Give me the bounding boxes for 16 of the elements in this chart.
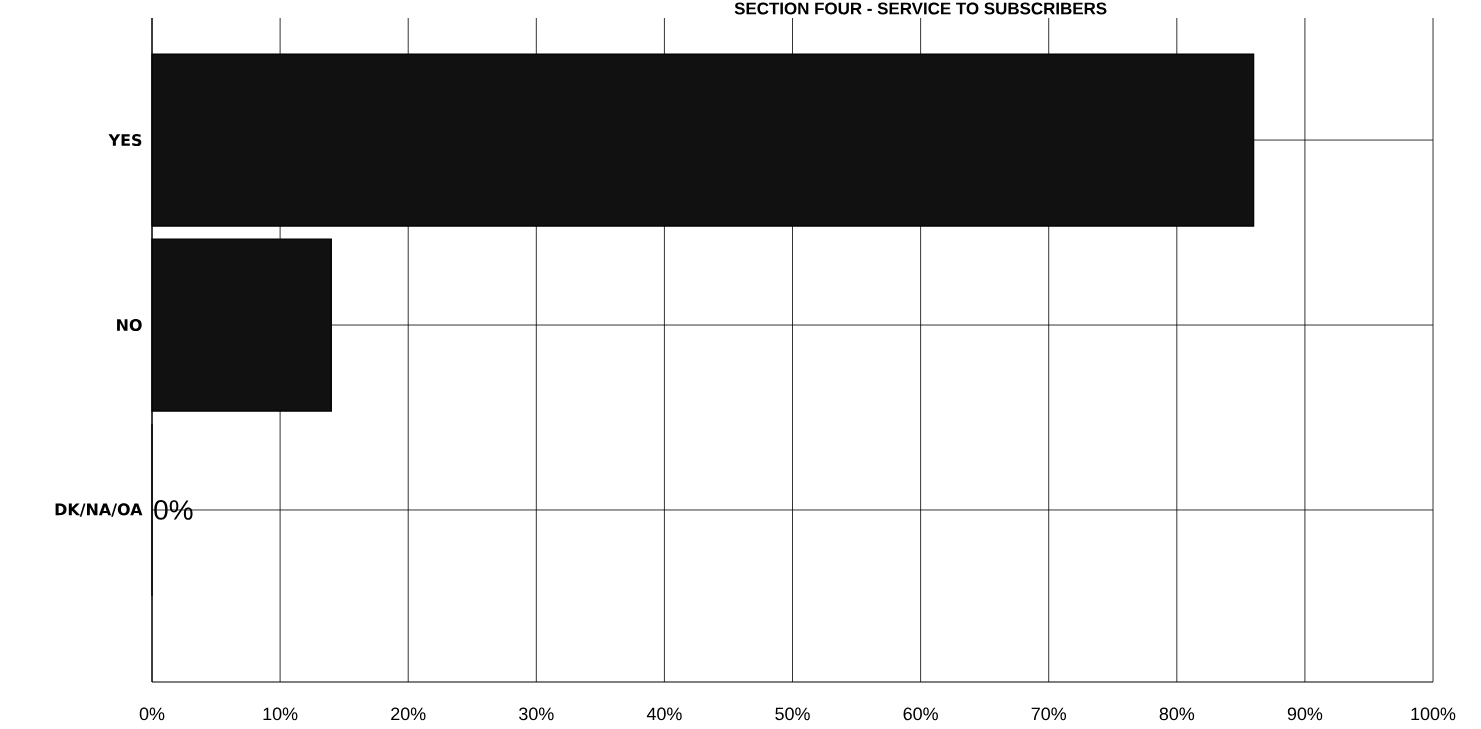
y-tick-label: DK/NA/OA xyxy=(55,503,143,517)
data-label: 0% xyxy=(154,500,193,520)
y-tick-label: NO xyxy=(117,319,142,332)
x-tick-label: 100% xyxy=(1411,707,1456,721)
y-tick-label: YES xyxy=(108,134,142,147)
x-tick-label: 80% xyxy=(1159,707,1195,721)
x-tick-label: 40% xyxy=(646,707,682,721)
x-tick-label: 90% xyxy=(1287,707,1323,721)
x-tick-label: 60% xyxy=(903,707,938,721)
x-tick-label: 10% xyxy=(263,707,298,721)
x-tick-label: 70% xyxy=(1031,707,1067,721)
x-tick-label: 0% xyxy=(139,707,165,721)
x-tick-label: 50% xyxy=(775,707,810,721)
chart-title: SECTION FOUR - SERVICE TO SUBSCRIBERS xyxy=(734,2,1107,15)
x-tick-label: 20% xyxy=(391,707,426,721)
x-tick-label: 30% xyxy=(519,707,554,721)
